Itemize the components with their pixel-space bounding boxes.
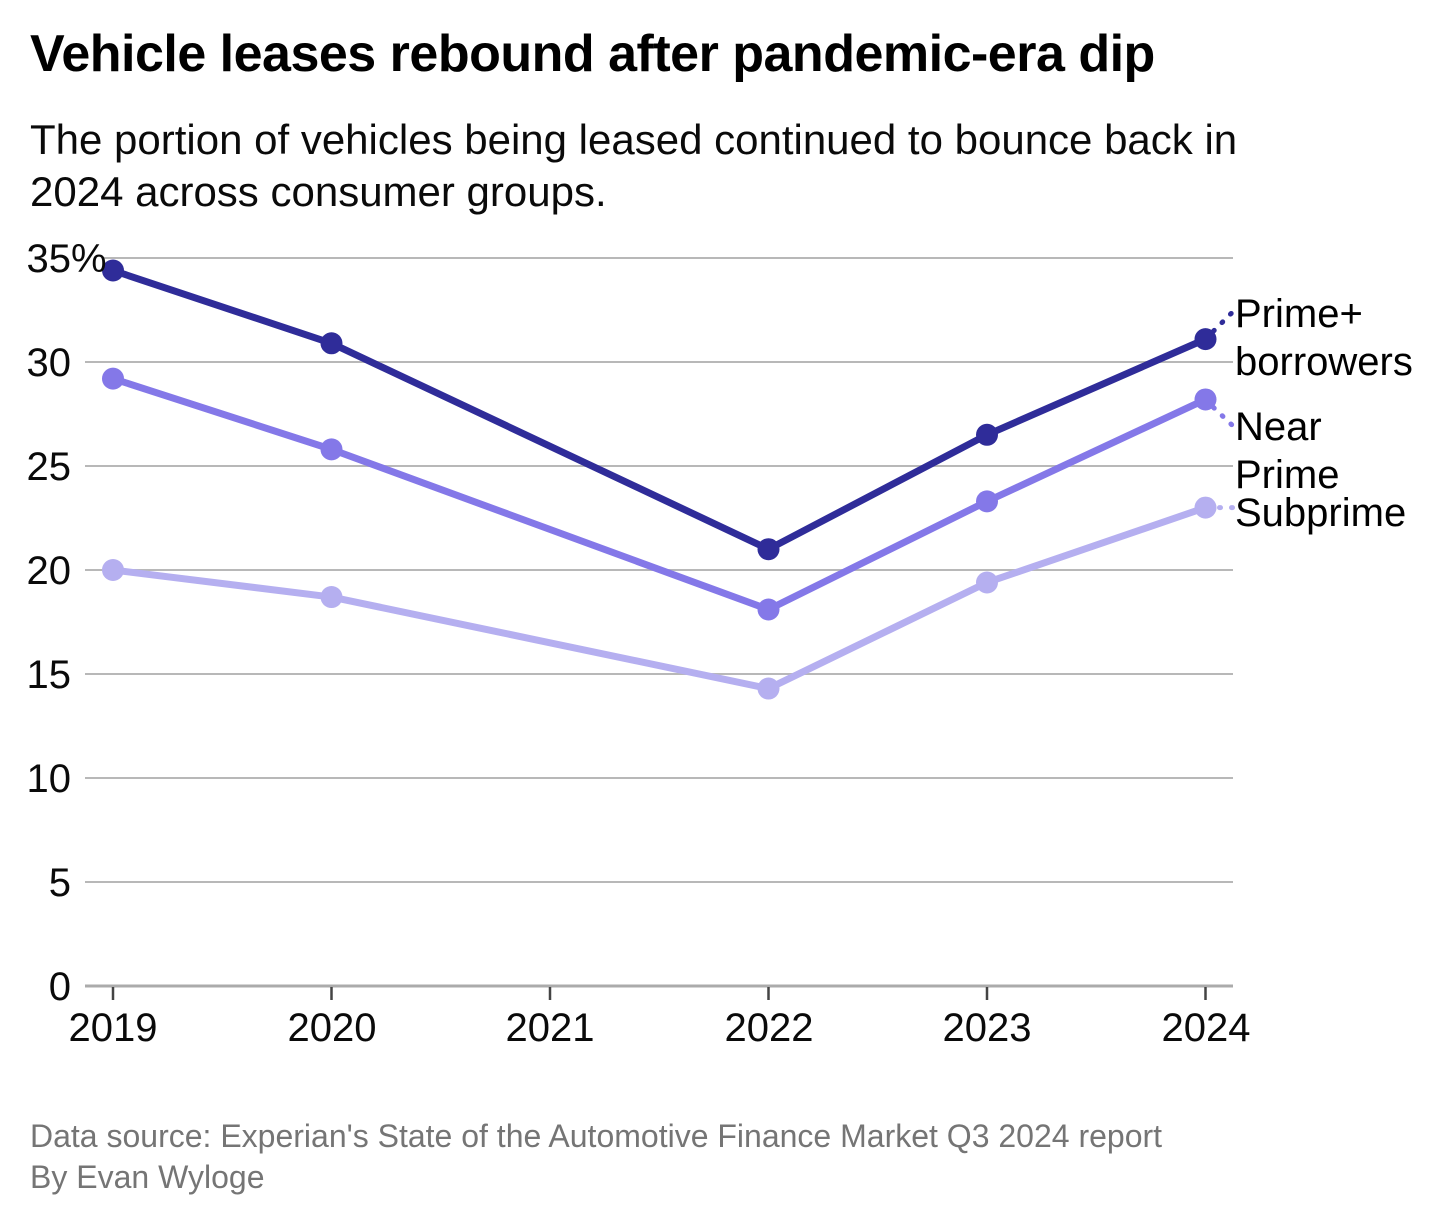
y-axis-tick-35: 35% <box>26 237 107 281</box>
y-axis-tick-30: 30 <box>26 341 72 385</box>
chart-subtitle: The portion of vehicles being leased con… <box>30 114 1420 218</box>
data-point-2019-series-0 <box>102 259 124 282</box>
y-axis-tick-10: 10 <box>26 757 72 801</box>
chart-footer: Data source: Experian's State of the Aut… <box>30 1116 1420 1198</box>
data-point-2024-series-1 <box>1194 388 1217 411</box>
percent-sign: % <box>71 237 107 281</box>
data-point-2022-series-2 <box>757 677 780 700</box>
y-axis-tick-25: 25 <box>26 445 72 489</box>
label-connector-series-0 <box>1211 308 1236 334</box>
x-axis-label-2021: 2021 <box>505 1006 595 1050</box>
y-axis-tick-15: 15 <box>26 653 72 697</box>
series-label-near-prime: Near Prime <box>1235 405 1340 497</box>
label-connector-series-1 <box>1211 404 1236 429</box>
data-point-2020-series-0 <box>320 332 343 355</box>
data-point-2022-series-1 <box>757 598 780 621</box>
data-point-2024-series-2 <box>1194 496 1217 519</box>
data-point-2022-series-0 <box>757 538 780 561</box>
data-point-2019-series-1 <box>102 367 124 390</box>
series-label-prime-plus: Prime+ borrowers <box>1235 292 1413 384</box>
data-point-2019-series-2 <box>102 559 124 581</box>
x-axis-label-2022: 2022 <box>724 1006 814 1050</box>
chart-subtitle-line2: 2024 across consumer groups. <box>30 168 607 215</box>
y-axis-tick-0: 0 <box>48 965 71 1009</box>
data-point-2020-series-1 <box>320 438 343 461</box>
x-axis-label-2019: 2019 <box>68 1006 158 1050</box>
y-axis-tick-5: 5 <box>48 861 71 905</box>
page-title: Vehicle leases rebound after pandemic-er… <box>30 25 1155 83</box>
data-source-credit: Data source: Experian's State of the Aut… <box>30 1118 1163 1154</box>
x-axis-label-2024: 2024 <box>1161 1006 1251 1050</box>
x-axis-label-2020: 2020 <box>287 1006 377 1050</box>
data-point-2020-series-2 <box>320 586 343 609</box>
chart-subtitle-line1: The portion of vehicles being leased con… <box>30 116 1238 163</box>
series-line-2 <box>109 504 1209 693</box>
byline: By Evan Wyloge <box>30 1159 265 1195</box>
x-axis-label-2023: 2023 <box>942 1006 1032 1050</box>
data-point-2024-series-0 <box>1194 328 1217 351</box>
series-label-subprime: Subprime <box>1235 491 1407 535</box>
data-point-2023-series-0 <box>976 423 998 446</box>
y-axis-tick-20: 20 <box>26 549 72 593</box>
data-point-2023-series-2 <box>976 571 998 594</box>
data-point-2023-series-1 <box>976 490 998 513</box>
series-line-0 <box>109 266 1209 553</box>
